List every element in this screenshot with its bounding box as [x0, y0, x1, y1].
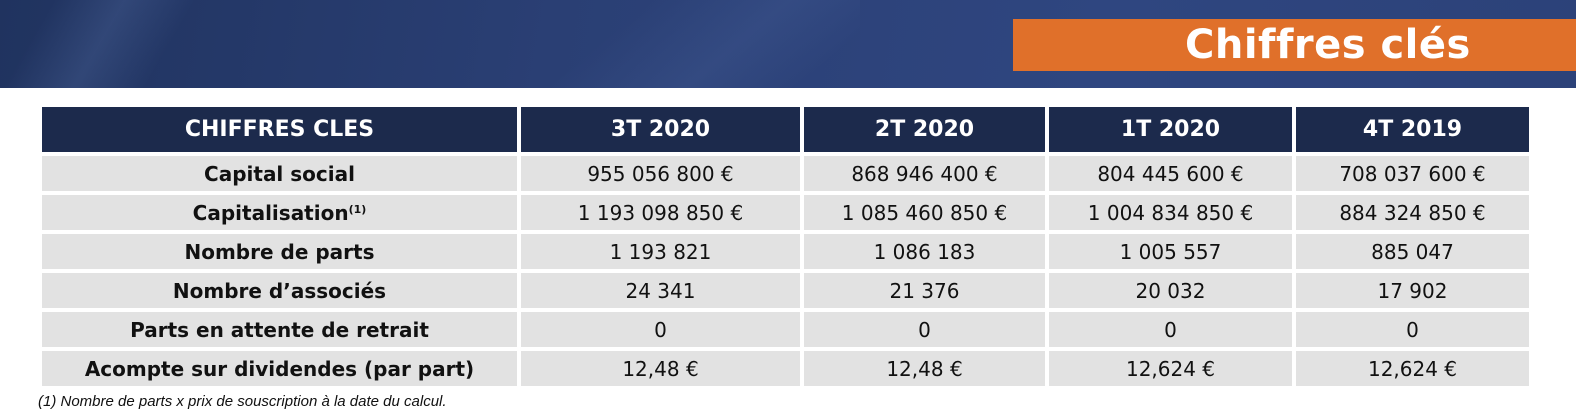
footnote: (1) Nombre de parts x prix de souscripti… — [38, 393, 447, 410]
table-cell: 12,48 € — [804, 351, 1045, 386]
table-cell: 868 946 400 € — [804, 156, 1045, 191]
column-header: CHIFFRES CLES — [42, 107, 517, 152]
table-cell: 1 193 821 — [521, 234, 800, 269]
row-label: Capital social — [42, 156, 517, 191]
table-cell: 12,624 € — [1296, 351, 1529, 386]
table-cell: 0 — [1296, 312, 1529, 347]
row-label: Nombre d’associés — [42, 273, 517, 308]
row-label: Capitalisation(1) — [42, 195, 517, 230]
table-row: Capitalisation(1) 1 193 098 850 € 1 085 … — [42, 195, 1529, 230]
table-cell: 1 086 183 — [804, 234, 1045, 269]
row-label: Nombre de parts — [42, 234, 517, 269]
column-header: 3T 2020 — [521, 107, 800, 152]
row-label: Parts en attente de retrait — [42, 312, 517, 347]
table-cell: 12,48 € — [521, 351, 800, 386]
column-header: 4T 2019 — [1296, 107, 1529, 152]
table-cell: 24 341 — [521, 273, 800, 308]
table-cell: 1 193 098 850 € — [521, 195, 800, 230]
row-label-text: Nombre de parts — [184, 239, 375, 264]
key-figures-table: CHIFFRES CLES 3T 2020 2T 2020 1T 2020 4T… — [38, 103, 1533, 390]
table-row: Capital social 955 056 800 € 868 946 400… — [42, 156, 1529, 191]
table-cell: 20 032 — [1049, 273, 1292, 308]
row-label-text: Parts en attente de retrait — [130, 317, 429, 342]
banner-decoration — [0, 0, 220, 88]
table-cell: 0 — [521, 312, 800, 347]
table-cell: 1 005 557 — [1049, 234, 1292, 269]
banner-decoration — [520, 0, 860, 88]
table-cell: 885 047 — [1296, 234, 1529, 269]
table-cell: 955 056 800 € — [521, 156, 800, 191]
page-title: Chiffres clés — [1185, 22, 1471, 68]
table-cell: 0 — [1049, 312, 1292, 347]
title-box: Chiffres clés — [1013, 19, 1576, 71]
table-header-row: CHIFFRES CLES 3T 2020 2T 2020 1T 2020 4T… — [42, 107, 1529, 152]
table-cell: 708 037 600 € — [1296, 156, 1529, 191]
table-cell: 0 — [804, 312, 1045, 347]
header-banner: Chiffres clés — [0, 0, 1576, 88]
table-cell: 21 376 — [804, 273, 1045, 308]
table-row: Nombre d’associés 24 341 21 376 20 032 1… — [42, 273, 1529, 308]
table-row: Acompte sur dividendes (par part) 12,48 … — [42, 351, 1529, 386]
column-header: 2T 2020 — [804, 107, 1045, 152]
table-cell: 17 902 — [1296, 273, 1529, 308]
row-label: Acompte sur dividendes (par part) — [42, 351, 517, 386]
row-label-text: Acompte sur dividendes (par part) — [84, 356, 475, 381]
row-label-text: Capitalisation — [192, 200, 349, 225]
footnote-marker: (1) — [348, 202, 367, 216]
table-cell: 1 004 834 850 € — [1049, 195, 1292, 230]
table-cell: 804 445 600 € — [1049, 156, 1292, 191]
row-label-text: Capital social — [204, 161, 355, 186]
column-header: 1T 2020 — [1049, 107, 1292, 152]
table-cell: 884 324 850 € — [1296, 195, 1529, 230]
table-row: Nombre de parts 1 193 821 1 086 183 1 00… — [42, 234, 1529, 269]
table-cell: 1 085 460 850 € — [804, 195, 1045, 230]
table-row: Parts en attente de retrait 0 0 0 0 — [42, 312, 1529, 347]
table-cell: 12,624 € — [1049, 351, 1292, 386]
row-label-text: Nombre d’associés — [172, 278, 387, 303]
